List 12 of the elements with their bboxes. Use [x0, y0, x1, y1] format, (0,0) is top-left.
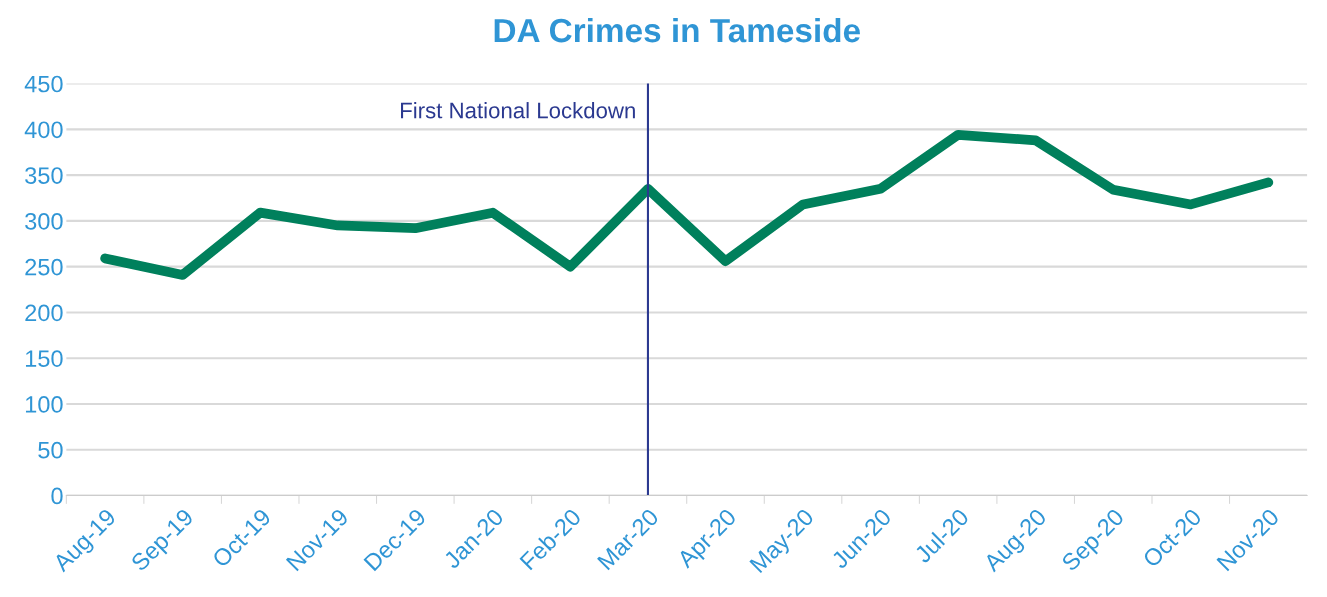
y-tick-label: 350: [25, 167, 63, 184]
y-tick-label: 250: [25, 258, 63, 276]
y-tick-label: 100: [25, 396, 63, 413]
y-tick-label: 450: [24, 75, 63, 93]
y-tick-label: 400: [24, 121, 63, 139]
y-tick-label: 50: [38, 441, 63, 459]
y-tick-label: 150: [25, 350, 63, 367]
y-tick-label: 200: [25, 304, 63, 322]
ref-line-label: First National Lockdown: [401, 102, 635, 119]
chart-title: DA Crimes in Tameside: [494, 17, 860, 43]
y-tick-label: 0: [51, 487, 63, 505]
y-tick-label: 300: [25, 212, 63, 230]
